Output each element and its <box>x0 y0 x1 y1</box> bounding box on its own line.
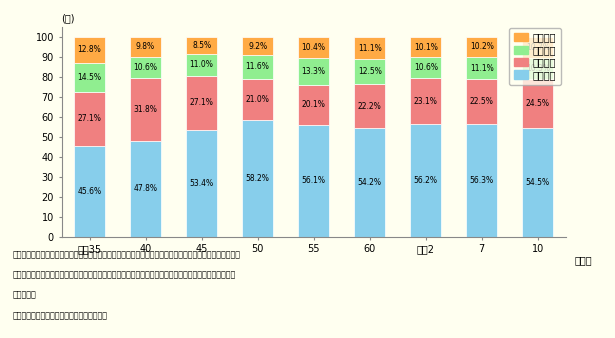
Text: 11.6%: 11.6% <box>245 63 269 71</box>
Text: 注１：事業目的別分類には図中の４種類のほかに「その他の投賄」があるが、その中には旧電電公社、旧国: 注１：事業目的別分類には図中の４種類のほかに「その他の投賄」があるが、その中には… <box>12 250 240 259</box>
Text: 10.6%: 10.6% <box>133 63 157 72</box>
Bar <box>130 37 161 56</box>
Bar <box>522 79 554 128</box>
Text: 注２：総務省「行政投賄実績」により作成。: 注２：総務省「行政投賄実績」により作成。 <box>12 311 107 320</box>
Text: (％): (％) <box>62 13 75 23</box>
Bar <box>522 128 554 237</box>
Text: 54.2%: 54.2% <box>358 178 382 187</box>
Text: 22.5%: 22.5% <box>470 97 494 106</box>
Text: 20.1%: 20.1% <box>302 100 325 109</box>
Bar <box>522 58 554 79</box>
Bar <box>130 56 161 78</box>
Text: 13.3%: 13.3% <box>301 67 326 76</box>
Bar <box>186 54 217 76</box>
Text: 23.1%: 23.1% <box>414 97 438 106</box>
Legend: 国土保全, 農林水産, 産業基盤, 生活基盤: 国土保全, 農林水産, 産業基盤, 生活基盤 <box>509 28 561 85</box>
Bar <box>186 130 217 237</box>
Text: 31.8%: 31.8% <box>133 105 157 114</box>
Text: 56.1%: 56.1% <box>301 176 326 185</box>
Text: 10.3%: 10.3% <box>526 64 550 73</box>
Text: 8.5%: 8.5% <box>192 41 211 50</box>
Text: 24.5%: 24.5% <box>526 99 550 108</box>
Bar <box>74 37 105 63</box>
Bar <box>410 57 441 78</box>
Bar <box>354 128 385 237</box>
Bar <box>522 37 554 58</box>
Text: 56.3%: 56.3% <box>470 176 494 185</box>
Text: 12.5%: 12.5% <box>358 67 382 76</box>
Bar <box>186 76 217 130</box>
Text: 58.2%: 58.2% <box>245 174 269 183</box>
Text: 21.0%: 21.0% <box>245 95 269 104</box>
Text: 11.1%: 11.1% <box>358 44 381 53</box>
Text: 27.1%: 27.1% <box>189 98 213 107</box>
Bar <box>242 55 273 78</box>
Text: 14.5%: 14.5% <box>77 73 101 81</box>
Text: 10.6%: 10.6% <box>414 63 438 72</box>
Bar <box>466 37 497 57</box>
Bar <box>298 125 329 237</box>
Text: 53.4%: 53.4% <box>189 179 213 188</box>
Text: 12.8%: 12.8% <box>77 45 101 54</box>
Bar <box>410 37 441 57</box>
Bar <box>130 78 161 141</box>
Bar <box>466 79 497 124</box>
Bar <box>74 63 105 92</box>
Text: 鉄等の投賄が一部の期間入っている。ここでは簡単化のため「その他の投賄」を除いて構成比を計算: 鉄等の投賄が一部の期間入っている。ここでは簡単化のため「その他の投賄」を除いて構… <box>12 270 236 280</box>
Text: 22.2%: 22.2% <box>358 102 381 111</box>
Bar <box>242 78 273 120</box>
Text: 10.1%: 10.1% <box>414 43 438 52</box>
Bar <box>410 124 441 237</box>
Bar <box>298 84 329 125</box>
Text: 27.1%: 27.1% <box>77 114 101 123</box>
Text: 10.2%: 10.2% <box>470 43 494 51</box>
Bar <box>186 37 217 54</box>
Text: 11.0%: 11.0% <box>189 61 213 70</box>
Bar <box>466 124 497 237</box>
Text: 56.2%: 56.2% <box>414 176 438 185</box>
Bar <box>354 59 385 84</box>
Text: 9.8%: 9.8% <box>136 42 155 51</box>
Bar <box>354 84 385 128</box>
Bar <box>410 78 441 124</box>
Text: した。: した。 <box>12 291 36 300</box>
Text: 10.7%: 10.7% <box>526 43 550 52</box>
Bar <box>242 120 273 237</box>
Text: 47.8%: 47.8% <box>133 185 157 193</box>
Bar <box>298 37 329 58</box>
Bar <box>466 57 497 79</box>
Text: 9.2%: 9.2% <box>248 42 267 51</box>
Text: 45.6%: 45.6% <box>77 187 101 196</box>
Bar <box>130 141 161 237</box>
Text: 10.4%: 10.4% <box>301 43 326 52</box>
Text: 11.1%: 11.1% <box>470 64 494 73</box>
Bar <box>242 37 273 55</box>
Bar <box>74 92 105 146</box>
Bar <box>74 146 105 237</box>
Text: 54.5%: 54.5% <box>526 178 550 187</box>
Bar <box>298 58 329 84</box>
Text: （年）: （年） <box>574 256 592 266</box>
Bar <box>354 37 385 59</box>
